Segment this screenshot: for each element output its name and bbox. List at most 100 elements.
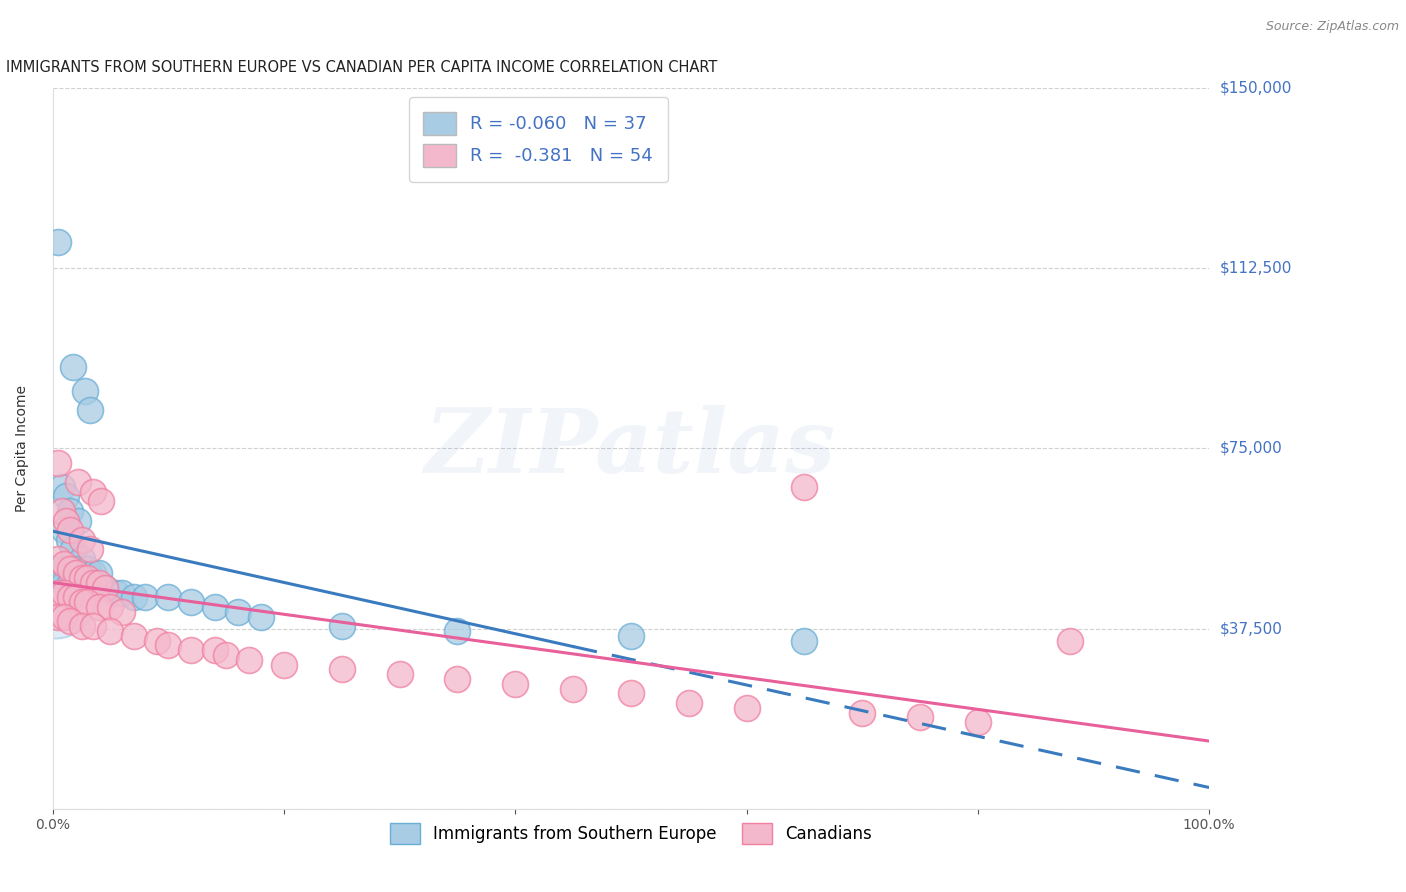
Text: $37,500: $37,500	[1220, 621, 1284, 636]
Point	[59, 615, 82, 629]
Point	[793, 480, 815, 494]
Point	[48, 456, 70, 470]
Point	[82, 566, 104, 581]
Point	[70, 619, 93, 633]
Point	[93, 581, 115, 595]
Point	[90, 494, 112, 508]
Point	[503, 677, 526, 691]
Point	[62, 359, 84, 374]
Point	[620, 629, 643, 643]
Point	[111, 605, 134, 619]
Point	[87, 566, 110, 581]
Point	[82, 581, 104, 595]
Point	[51, 504, 73, 518]
Point	[87, 576, 110, 591]
Point	[70, 552, 93, 566]
Point	[111, 585, 134, 599]
Point	[67, 475, 90, 489]
Text: IMMIGRANTS FROM SOUTHERN EUROPE VS CANADIAN PER CAPITA INCOME CORRELATION CHART: IMMIGRANTS FROM SOUTHERN EUROPE VS CANAD…	[7, 60, 717, 75]
Point	[79, 542, 101, 557]
Point	[48, 235, 70, 249]
Point	[388, 667, 411, 681]
Point	[966, 715, 988, 730]
Point	[908, 710, 931, 724]
Point	[82, 619, 104, 633]
Point	[330, 619, 353, 633]
Point	[59, 591, 82, 605]
Point	[446, 672, 468, 686]
Point	[157, 591, 180, 605]
Point	[65, 591, 87, 605]
Point	[157, 639, 180, 653]
Text: Source: ZipAtlas.com: Source: ZipAtlas.com	[1265, 20, 1399, 33]
Point	[70, 533, 93, 547]
Point	[79, 403, 101, 417]
Point	[134, 591, 156, 605]
Point	[48, 609, 70, 624]
Point	[238, 653, 260, 667]
Point	[851, 706, 873, 720]
Point	[44, 591, 66, 605]
Point	[48, 585, 70, 599]
Point	[180, 643, 202, 657]
Point	[204, 643, 226, 657]
Text: $150,000: $150,000	[1220, 81, 1292, 95]
Point	[58, 533, 80, 547]
Text: $75,000: $75,000	[1220, 441, 1282, 456]
Point	[53, 609, 76, 624]
Point	[105, 585, 128, 599]
Legend: R = -0.060   N = 37, R =  -0.381   N = 54: R = -0.060 N = 37, R = -0.381 N = 54	[409, 97, 668, 182]
Point	[51, 561, 73, 575]
Point	[53, 585, 76, 599]
Point	[70, 576, 93, 591]
Point	[59, 561, 82, 575]
Point	[53, 576, 76, 591]
Point	[82, 484, 104, 499]
Point	[76, 561, 98, 575]
Point	[65, 566, 87, 581]
Point	[87, 599, 110, 614]
Point	[204, 599, 226, 614]
Point	[273, 657, 295, 672]
Point	[48, 571, 70, 585]
Point	[59, 576, 82, 591]
Point	[55, 490, 77, 504]
Point	[562, 681, 585, 696]
Point	[70, 595, 93, 609]
Point	[73, 384, 96, 398]
Point	[65, 561, 87, 575]
Point	[330, 662, 353, 676]
Text: ZIPatlas: ZIPatlas	[426, 405, 837, 491]
Point	[82, 576, 104, 591]
Point	[1059, 633, 1081, 648]
Point	[59, 504, 82, 518]
Point	[678, 696, 700, 710]
Point	[446, 624, 468, 638]
Point	[51, 480, 73, 494]
Point	[215, 648, 238, 662]
Point	[100, 624, 122, 638]
Point	[76, 595, 98, 609]
Point	[100, 599, 122, 614]
Y-axis label: Per Capita Income: Per Capita Income	[15, 385, 30, 512]
Point	[249, 609, 271, 624]
Point	[93, 581, 115, 595]
Point	[180, 595, 202, 609]
Point	[145, 633, 167, 648]
Point	[62, 542, 84, 557]
Point	[122, 591, 145, 605]
Point	[53, 557, 76, 571]
Point	[122, 629, 145, 643]
Point	[76, 571, 98, 585]
Point	[59, 523, 82, 537]
Point	[55, 514, 77, 528]
Point	[67, 514, 90, 528]
Point	[620, 686, 643, 700]
Point	[70, 571, 93, 585]
Point	[793, 633, 815, 648]
Point	[55, 561, 77, 575]
Point	[48, 552, 70, 566]
Point	[53, 523, 76, 537]
Point	[226, 605, 249, 619]
Text: $112,500: $112,500	[1220, 260, 1292, 276]
